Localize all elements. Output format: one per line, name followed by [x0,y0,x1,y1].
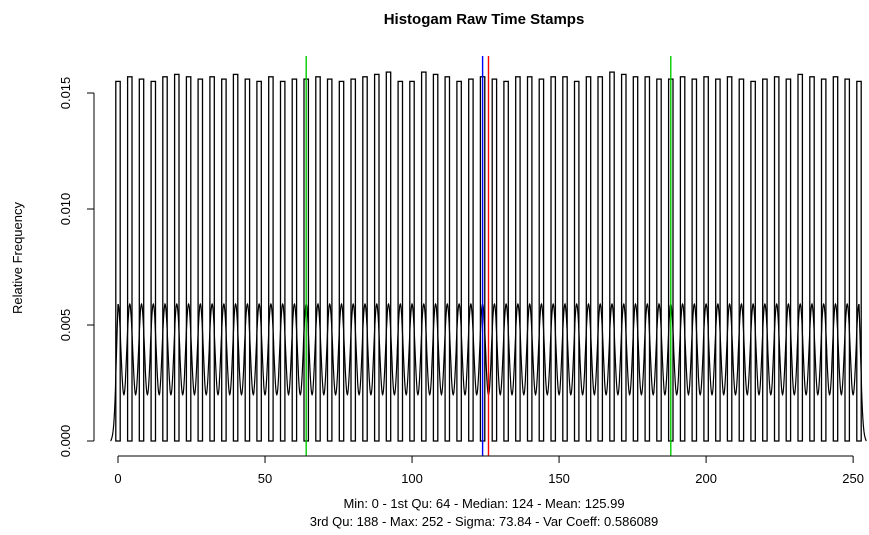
histogram-bar [550,76,557,442]
histogram-bar [397,80,404,442]
histogram-bar [515,76,521,442]
histogram-bar [785,78,792,442]
histogram-bar [279,80,286,442]
histogram-bar [173,73,180,442]
histogram-bar [291,78,298,442]
summary-line-2: 3rd Qu: 188 - Max: 252 - Sigma: 73.84 - … [310,514,659,529]
histogram-bar [562,76,568,442]
histogram-bar [150,80,157,442]
histogram-bar [232,73,239,442]
summary-line-1: Min: 0 - 1st Qu: 64 - Median: 124 - Mean… [343,496,624,511]
histogram-bar [209,76,215,442]
histogram-bar [362,76,368,442]
histogram-bar [750,80,756,442]
histogram-bar [432,73,439,442]
histogram-bar [585,76,592,442]
summary-lines [305,56,672,456]
chart-title: Histogam Raw Time Stamps [384,11,585,28]
histogram-bar [126,76,133,442]
histogram-bar [538,78,545,442]
histogram-bar [420,71,427,442]
histogram-bar [573,80,580,442]
histogram-bar [456,80,462,442]
x-tick-label: 100 [401,471,423,486]
histogram-bar [244,78,251,442]
histogram-bar [115,80,121,442]
histogram-bar [644,76,651,442]
histogram-bar [620,73,627,442]
histogram-bar [797,73,804,442]
y-axis: 0.000 0.005 0.010 0.015 [58,77,95,458]
x-tick-label: 0 [114,471,121,486]
x-tick-label: 200 [695,471,717,486]
histogram-bar [326,78,333,442]
histogram-bar [597,76,604,442]
histogram-bar [715,78,721,442]
y-axis-label: Relative Frequency [10,202,25,314]
histogram-bar [691,78,698,442]
x-tick-label: 250 [842,471,864,486]
x-axis: 0 50 100 150 200 250 [114,455,864,486]
y-tick-label: 0.015 [58,77,73,110]
y-tick-label: 0.005 [58,309,73,342]
histogram-bar [373,73,380,442]
histogram-bar [256,80,262,442]
histogram-bar [197,78,204,442]
histogram-bar [726,76,733,442]
histogram-bar [844,78,851,442]
histogram-bar [856,80,862,442]
histogram-bar [385,71,392,442]
x-tick-label: 150 [548,471,570,486]
histogram-bar [315,76,321,442]
histogram-bar [703,76,709,442]
histogram-bar [526,76,533,442]
histogram-bar [491,78,498,442]
histogram-bar [338,80,345,442]
histogram-bar [609,71,615,442]
histogram-bar [832,76,839,442]
histogram-bar [809,76,815,442]
histogram-bar [185,76,192,442]
y-tick-label: 0.000 [58,425,73,458]
histogram-bar [409,80,415,442]
histogram-bar [738,78,745,442]
histogram-bar [820,78,827,442]
histogram-bar [632,76,639,442]
histogram-bars [115,71,862,442]
histogram-bar [656,78,662,442]
x-tick-label: 50 [258,471,272,486]
histogram-bar [468,78,474,442]
histogram-bar [268,76,274,442]
histogram-bar [138,78,145,442]
histogram-bar [503,80,509,442]
histogram-bar [679,76,686,442]
histogram-bar [762,78,768,442]
histogram-bar [221,78,227,442]
histogram-bar [162,76,168,442]
y-tick-label: 0.010 [58,193,73,226]
histogram-bar [773,76,780,442]
histogram-bar [350,78,357,442]
histogram-bar [444,76,451,442]
